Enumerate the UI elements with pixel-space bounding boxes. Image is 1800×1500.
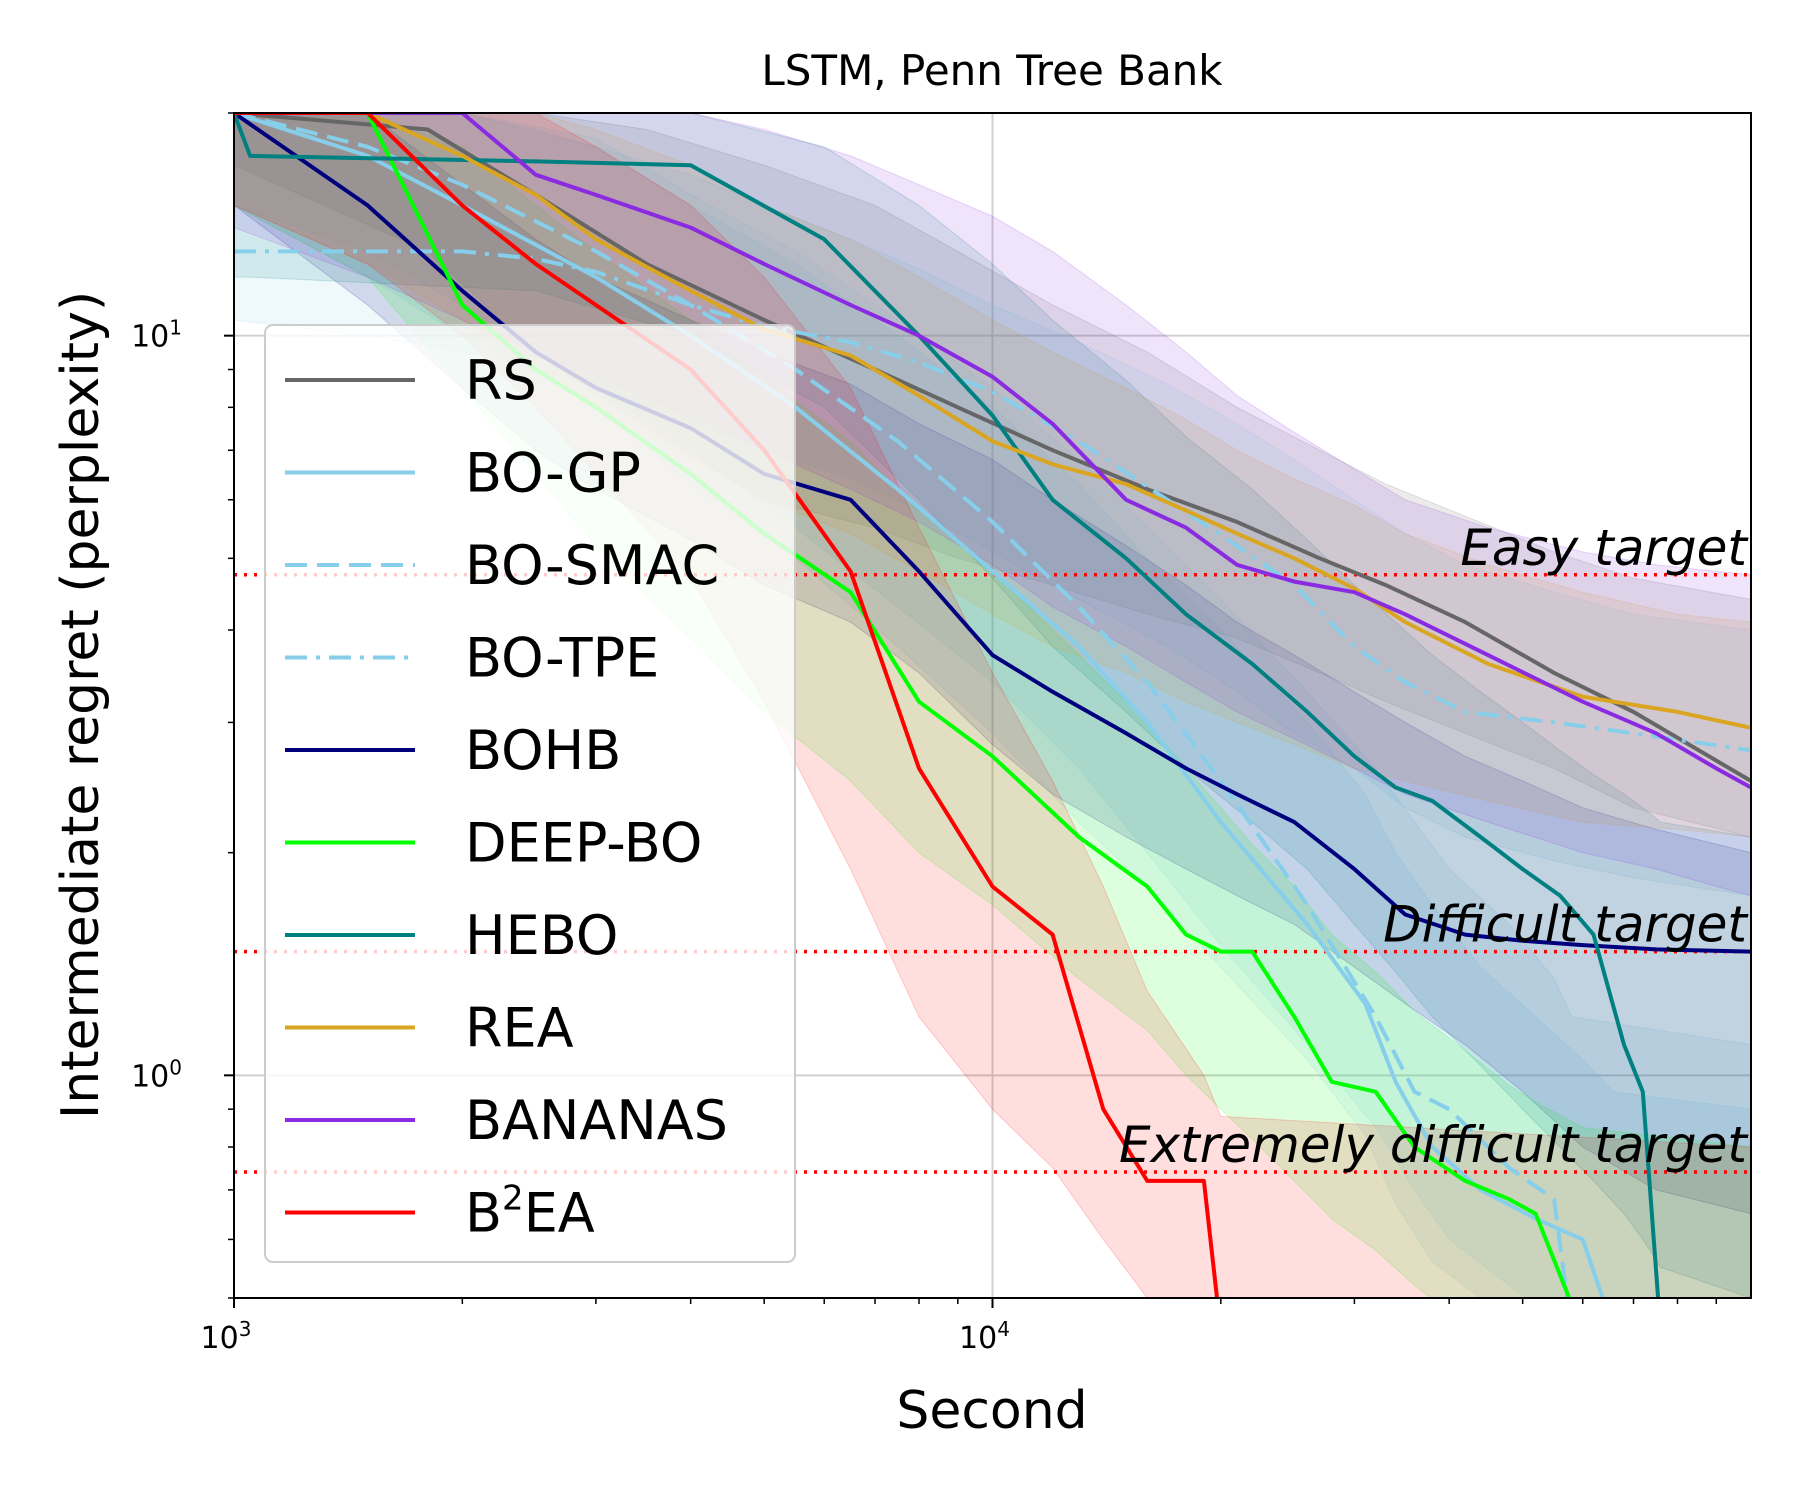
legend-suffix: EA — [524, 1182, 595, 1245]
tick-base: 10 — [959, 1321, 997, 1356]
legend-name: HEBO — [465, 904, 618, 967]
legend-label: BANANAS — [465, 1089, 728, 1152]
tick-exponent: 4 — [997, 1317, 1010, 1341]
legend-name: REA — [465, 997, 574, 1060]
chart-title: LSTM, Penn Tree Bank — [761, 46, 1223, 95]
legend-label: HEBO — [465, 904, 618, 967]
target-label: Easy target — [1460, 519, 1749, 577]
target-labels: Easy target Difficult target Extremely dif… — [1119, 519, 1749, 1174]
x-axis-label: Second — [896, 1381, 1087, 1441]
band-hebo — [234, 113, 1751, 1298]
series-line-bo-tpe — [234, 249, 1751, 753]
legend-label: BO-GP — [465, 442, 641, 505]
series-line-rs — [234, 113, 1751, 783]
y-tick-label: 100 — [131, 1055, 182, 1094]
legend-label: BO-TPE — [465, 627, 659, 690]
legend-name: BO-GP — [465, 442, 641, 505]
series-line-rea — [234, 113, 1751, 730]
target-label: Extremely difficult target — [1119, 1116, 1749, 1174]
legend-label: B2EA — [465, 1179, 595, 1245]
tick-base: 10 — [131, 1059, 169, 1094]
legend-label: RS — [465, 349, 537, 412]
target-label: Difficult target — [1383, 896, 1749, 954]
y-tick-label: 101 — [131, 316, 182, 355]
series-line-bo-smac — [234, 113, 1570, 1298]
series-line-bananas — [234, 113, 1751, 790]
band-rs — [234, 113, 1751, 838]
legend-name: BOHB — [465, 719, 621, 782]
series-lines — [234, 113, 1751, 1298]
legend-superscript: 2 — [502, 1179, 524, 1219]
tick-base: 10 — [131, 320, 169, 355]
tick-exponent: 0 — [169, 1055, 182, 1079]
legend-name: DEEP-BO — [465, 812, 702, 875]
series-line-bea — [234, 113, 1220, 1298]
x-tick-label: 103 — [201, 1317, 252, 1356]
legend-name: BO-SMAC — [465, 534, 719, 597]
tick-exponent: 1 — [169, 316, 182, 340]
legend-name: BO-TPE — [465, 627, 659, 690]
legend-name: BANANAS — [465, 1089, 728, 1152]
series-line-bo-gp — [234, 113, 1605, 1298]
legend-label: REA — [465, 997, 574, 1060]
tick-base: 10 — [201, 1321, 239, 1356]
legend: RS BO-GP BO-SMAC BO-TPE BOHB DEEP-BO HEBO REA BA… — [264, 324, 796, 1263]
legend-name: B — [465, 1182, 502, 1245]
x-tick-label: 104 — [959, 1317, 1010, 1356]
legend-label: BOHB — [465, 719, 621, 782]
legend-name: RS — [465, 349, 537, 412]
series-line-hebo — [234, 113, 1661, 1298]
tick-exponent: 3 — [239, 1317, 252, 1341]
legend-label: BO-SMAC — [465, 534, 719, 597]
legend-label: DEEP-BO — [465, 812, 702, 875]
y-axis-label: Intermediate regret (perplexity) — [51, 291, 111, 1119]
